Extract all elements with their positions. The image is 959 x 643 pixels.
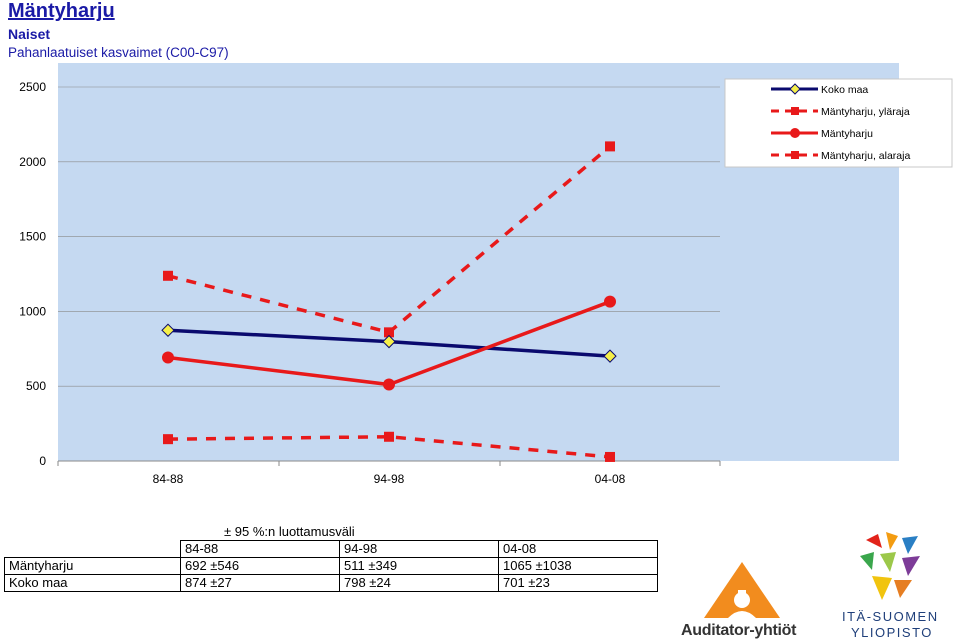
category-label-band (58, 461, 720, 505)
uef-logo-text-line2: YLIOPISTO (851, 625, 933, 640)
ci-cell: 874 ±27 (180, 574, 340, 592)
x-tick-label: 84-88 (153, 472, 184, 486)
ci-cell: 701 ±23 (498, 574, 658, 592)
x-tick-label: 94-98 (374, 472, 405, 486)
y-tick-label: 0 (39, 454, 46, 468)
uef-logo-icon (860, 532, 920, 600)
data-point-circle (162, 351, 174, 364)
legend-marker (789, 83, 801, 95)
ci-caption: ± 95 %:n luottamusväli (224, 524, 355, 539)
ci-header-cell: 84-88 (180, 540, 340, 558)
x-tick-label: 04-08 (595, 472, 626, 486)
auditor-logo-text: Auditator-yhtiöt (681, 622, 797, 639)
data-point-diamond (161, 323, 175, 337)
legend-marker (791, 107, 799, 115)
ci-cell: 692 ±546 (180, 557, 340, 575)
line-chart: 0 500 1000 1500 2000 2500 84-88 94-98 04-08 Koko … (19, 63, 953, 505)
y-tick-label: 1500 (19, 230, 46, 244)
data-point-diamond (382, 334, 396, 349)
ci-cell: 511 ±349 (339, 557, 499, 575)
y-tick-label: 2500 (19, 80, 46, 94)
data-point-diamond (603, 349, 617, 363)
data-point-square (384, 431, 394, 442)
data-point-circle (383, 378, 395, 391)
ci-table: 84-88 94-98 04-08 Mäntyharju 692 ±546 51… (4, 540, 658, 592)
data-point-circle (604, 295, 616, 308)
legend-label: Mäntyharju, alaraja (821, 150, 910, 162)
data-point-square (163, 270, 173, 281)
data-point-square (163, 434, 173, 445)
data-point-square (605, 451, 615, 462)
uef-logo-text-line1: ITÄ-SUOMEN (842, 609, 939, 624)
series-line (167, 435, 611, 459)
ci-cell: 1065 ±1038 (498, 557, 658, 575)
group-subtitle: Naiset (8, 26, 51, 42)
table-row: Koko maa 874 ±27 798 ±24 701 ±23 (4, 574, 658, 592)
ci-row-label: Koko maa (4, 574, 181, 592)
y-tick-label: 1000 (19, 304, 46, 318)
data-point-square (605, 141, 615, 152)
legend-label: Koko maa (821, 84, 868, 96)
y-tick-label: 500 (26, 379, 46, 393)
legend-box (724, 78, 953, 168)
legend-marker (790, 128, 800, 138)
page-title: Mäntyharju (8, 0, 115, 22)
data-point-square (384, 327, 394, 338)
legend-label: Mäntyharju, yläraja (821, 106, 910, 118)
diagnosis-subtitle: Pahanlaatuiset kasvaimet (C00-C97) (8, 45, 229, 60)
legend-marker (791, 151, 799, 159)
table-row: Mäntyharju 692 ±546 511 ±349 1065 ±1038 (4, 557, 658, 575)
y-tick-label: 2000 (19, 155, 46, 169)
ci-header-empty (5, 541, 181, 558)
ci-cell: 798 ±24 (339, 574, 499, 592)
auditor-logo-icon (704, 562, 780, 618)
ci-header-row: 84-88 94-98 04-08 (5, 540, 658, 558)
ci-header-cell: 04-08 (498, 540, 658, 558)
legend-label: Mäntyharju (821, 128, 873, 140)
ci-header-cell: 94-98 (339, 540, 499, 558)
ci-row-label: Mäntyharju (4, 557, 181, 575)
